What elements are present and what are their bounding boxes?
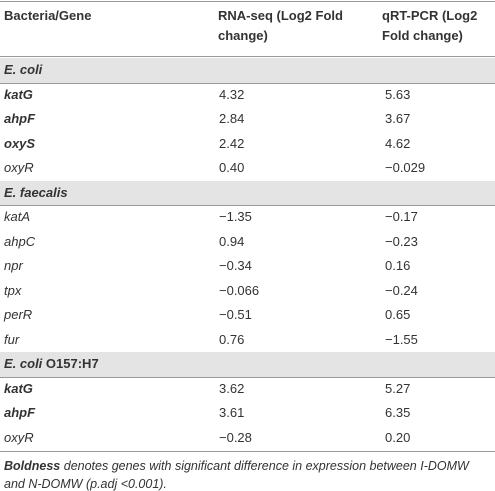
rna-seq-value: −0.34 [219,258,252,273]
gene: oxyR [4,160,34,175]
qrt-pcr-value: 6.35 [385,405,411,420]
qrt-pcr-value: 5.63 [385,86,411,102]
organism: E. coli [4,356,43,371]
header-cell: Bacteria/Gene [4,8,92,23]
rna-seq-value: 3.61 [219,405,245,420]
rna-seq-value: −0.51 [219,307,252,322]
gene: perR [4,307,33,322]
rna-seq-value: 4.32 [219,86,245,102]
footnote-text: denotes genes with significant differenc… [4,459,469,491]
qrt-pcr-value: 3.67 [385,111,411,126]
header-rule [0,56,495,57]
header-cell: qRT-PCR (Log2 Fold change) [382,8,478,43]
qrt-pcr-value: 0.16 [385,258,411,273]
rna-seq-value: 3.62 [219,380,245,396]
rna-seq-value: 0.94 [219,233,245,249]
section-label: E. coli [4,58,42,83]
qrt-pcr-value: 0.65 [385,307,411,322]
organism: E. coli [4,62,43,77]
header-cell: RNA-seq (Log2 Fold change) [218,8,343,43]
top-rule [0,1,495,2]
strain: O157:H7 [45,356,99,371]
section-rule [0,376,495,378]
qrt-pcr-value: −0.17 [385,209,418,224]
qrt-pcr-value: 4.62 [385,135,411,151]
qrt-pcr-value: −0.24 [385,282,418,298]
rna-seq-value: −0.28 [219,429,252,445]
gene: ahpF [4,111,36,126]
rna-seq-value: 0.40 [219,160,245,175]
qrt-pcr-value: 0.20 [385,429,411,445]
section-band [0,352,495,377]
footnote-emphasis: Boldness [4,459,61,473]
organism: E. faecalis [4,184,68,200]
gene: oxyR [4,429,34,445]
qrt-pcr-value: −0.029 [385,160,426,175]
section-label: E. coli O157:H7 [4,352,99,377]
section-rule [0,82,495,84]
section-band [0,180,495,205]
rna-seq-value: −1.35 [219,209,252,224]
section-rule [0,205,495,206]
footnote: Boldness denotes genes with significant … [4,457,492,491]
rna-seq-value: −0.066 [219,282,260,298]
gene: oxyS [4,135,36,151]
gene: npr [4,258,23,273]
rna-seq-value: 0.76 [219,331,245,347]
qrt-pcr-value: −1.55 [385,331,418,347]
gene: katG [4,86,33,102]
gene: ahpC [4,233,36,249]
rna-seq-value: 2.42 [219,135,245,151]
qrt-pcr-value: −0.23 [385,233,418,249]
section-label: E. faecalis [4,181,68,206]
rna-seq-value: 2.84 [219,111,245,126]
gene: katG [4,380,33,396]
gene: katA [4,209,31,224]
qrt-pcr-value: 5.27 [385,380,411,396]
section-band [0,58,495,83]
gene: ahpF [4,405,36,420]
bottom-rule [0,451,495,452]
gene: fur [4,331,20,347]
gene: tpx [4,282,22,298]
